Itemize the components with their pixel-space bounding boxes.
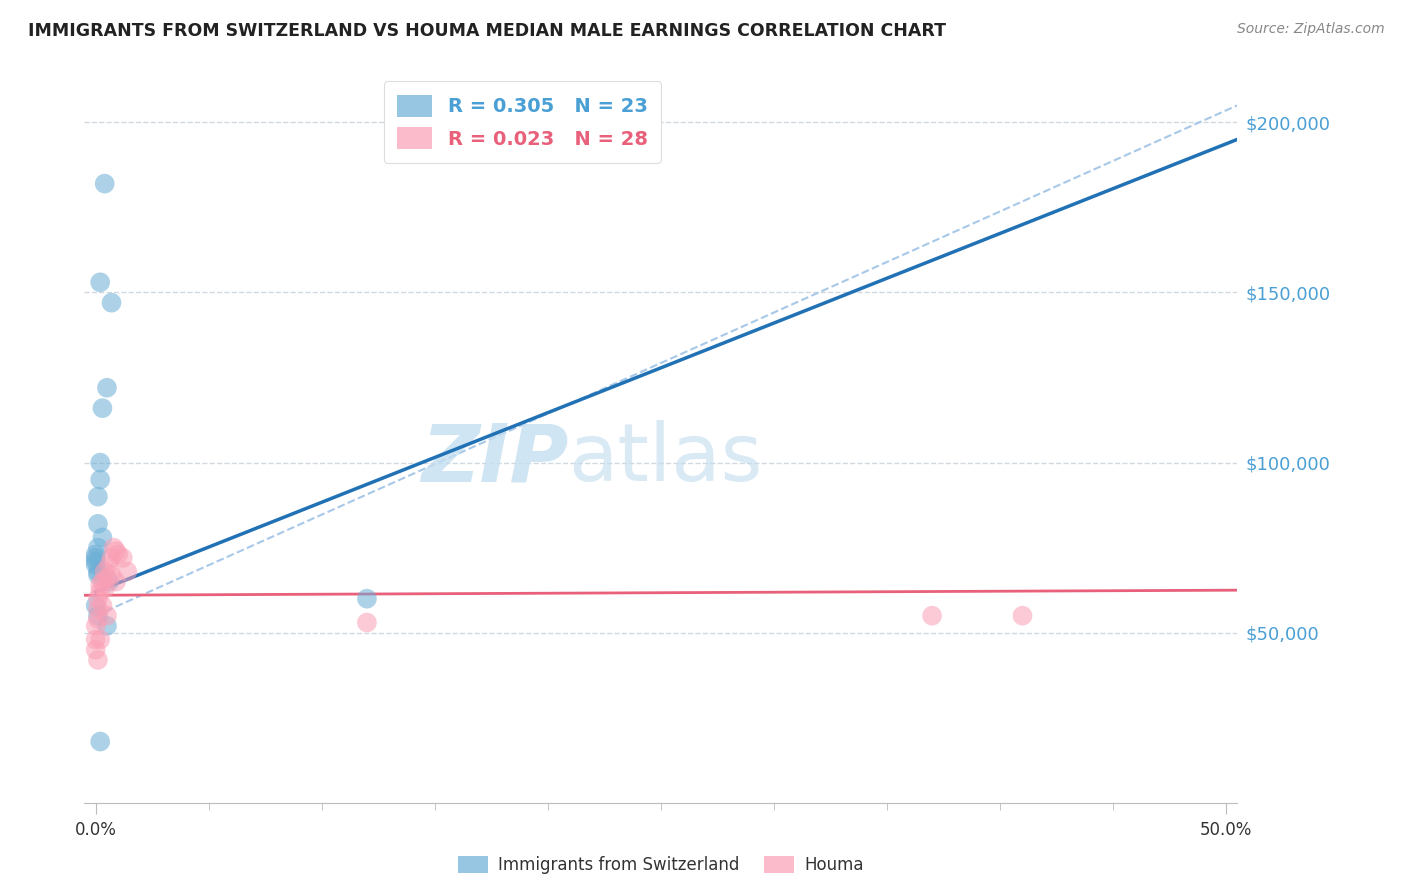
Point — [1011, 608, 1033, 623]
Point — [100, 567, 122, 582]
Point — [93, 582, 115, 596]
Point — [87, 608, 110, 623]
Text: Source: ZipAtlas.com: Source: ZipAtlas.com — [1237, 22, 1385, 37]
Point — [93, 177, 115, 191]
Point — [96, 619, 118, 633]
Point — [89, 632, 111, 647]
Point — [87, 602, 110, 616]
Point — [91, 599, 114, 613]
Point — [89, 578, 111, 592]
Text: ZIP: ZIP — [422, 420, 568, 498]
Point — [89, 473, 111, 487]
Point — [84, 558, 107, 572]
Point — [105, 544, 128, 558]
Point — [89, 275, 111, 289]
Point — [107, 548, 129, 562]
Point — [91, 531, 114, 545]
Point — [105, 574, 128, 589]
Point — [89, 734, 111, 748]
Point — [84, 550, 107, 565]
Point — [84, 619, 107, 633]
Point — [356, 591, 378, 606]
Point — [91, 574, 114, 589]
Point — [87, 567, 110, 582]
Point — [96, 571, 118, 585]
Point — [117, 565, 139, 579]
Point — [84, 642, 107, 657]
Point — [356, 615, 378, 630]
Point — [96, 381, 118, 395]
Point — [111, 550, 134, 565]
Point — [93, 565, 115, 579]
Legend: Immigrants from Switzerland, Houma: Immigrants from Switzerland, Houma — [450, 847, 872, 882]
Point — [87, 612, 110, 626]
Point — [921, 608, 943, 623]
Point — [96, 608, 118, 623]
Point — [84, 548, 107, 562]
Text: IMMIGRANTS FROM SWITZERLAND VS HOUMA MEDIAN MALE EARNINGS CORRELATION CHART: IMMIGRANTS FROM SWITZERLAND VS HOUMA MED… — [28, 22, 946, 40]
Point — [87, 490, 110, 504]
Point — [100, 550, 122, 565]
Point — [98, 574, 121, 589]
Point — [98, 558, 121, 572]
Point — [84, 554, 107, 568]
Point — [91, 401, 114, 416]
Point — [87, 541, 110, 555]
Point — [87, 591, 110, 606]
Point — [89, 456, 111, 470]
Point — [84, 599, 107, 613]
Point — [87, 516, 110, 531]
Point — [89, 585, 111, 599]
Point — [87, 565, 110, 579]
Point — [103, 541, 125, 555]
Point — [100, 295, 122, 310]
Point — [84, 632, 107, 647]
Text: atlas: atlas — [568, 420, 763, 498]
Point — [87, 653, 110, 667]
